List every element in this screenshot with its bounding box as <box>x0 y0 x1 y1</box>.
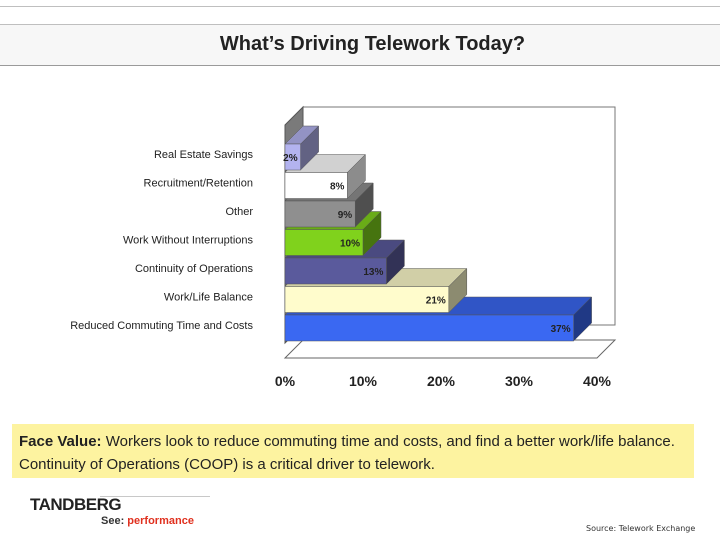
category-labels: Reduced Commuting Time and Costs Work/Lif… <box>70 149 253 332</box>
bar-1: 2% <box>283 125 320 171</box>
face-value-box <box>12 424 694 478</box>
face-value-body: Workers look to reduce commuting time an… <box>19 433 675 473</box>
top-rule <box>0 6 720 7</box>
title-band <box>0 25 720 66</box>
bar-data-label: 37% <box>551 324 571 335</box>
category-label: Continuity of Operations <box>135 263 254 275</box>
x-tick-label: 40% <box>583 373 612 389</box>
bar-3: 9% <box>284 182 374 228</box>
tagline-see: See: <box>101 515 125 527</box>
x-axis-ticks: 0% 10% 20% 30% 40% <box>275 373 612 389</box>
bar-front-face <box>284 172 348 199</box>
bar-front-face <box>284 257 387 285</box>
bar-front-face <box>284 229 364 256</box>
category-label: Work Without Interruptions <box>123 235 254 247</box>
bar-chart: 37% 21% 13% 10% 9% 8% 2% Reduced Commuting Tim… <box>70 105 617 389</box>
bar-data-label: 8% <box>330 182 345 193</box>
tagline-performance: performance <box>124 515 194 527</box>
x-tick-label: 20% <box>427 373 456 389</box>
face-value-label: Face Value: <box>19 433 102 450</box>
page-title: What’s Driving Telework Today? <box>219 33 526 55</box>
category-label: Reduced Commuting Time and Costs <box>70 320 253 332</box>
face-value-text: Face Value: Workers look to reduce commu… <box>19 430 689 476</box>
x-tick-label: 10% <box>349 373 378 389</box>
bar-data-label: 10% <box>340 239 360 250</box>
chart-floor <box>283 339 617 359</box>
source-note: Source: Telework Exchange <box>586 524 696 533</box>
company-logo: TANDBERG <box>30 495 122 514</box>
category-label: Recruitment/Retention <box>144 178 253 190</box>
chart-bars: 37% 21% 13% 10% 9% 8% 2% <box>283 125 593 342</box>
bar-front-face <box>284 286 450 313</box>
category-label: Real Estate Savings <box>154 149 254 161</box>
x-tick-label: 0% <box>275 373 296 389</box>
x-tick-label: 30% <box>505 373 534 389</box>
logo-tagline: See: performance <box>101 515 194 527</box>
logo-rule <box>100 496 210 497</box>
title-rule <box>0 24 720 25</box>
bar-front-face <box>284 143 301 171</box>
category-label: Other <box>225 206 253 218</box>
bar-data-label: 21% <box>426 296 446 307</box>
bar-front-face <box>284 314 574 342</box>
bar-data-label: 13% <box>363 267 383 278</box>
bar-data-label: 2% <box>283 153 298 164</box>
bar-front-face <box>284 200 356 228</box>
bar-data-label: 9% <box>338 210 353 221</box>
category-label: Work/Life Balance <box>164 292 253 304</box>
